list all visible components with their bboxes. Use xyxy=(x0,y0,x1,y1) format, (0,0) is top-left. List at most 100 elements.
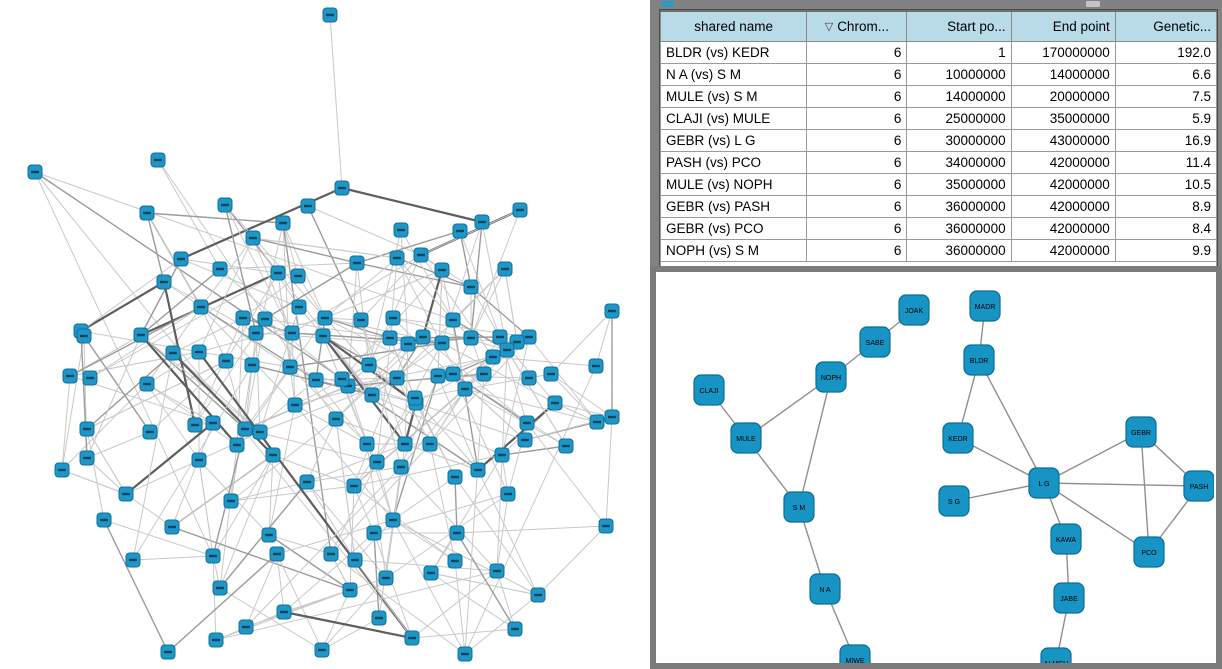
table-cell[interactable]: 25000000 xyxy=(906,107,1012,130)
table-row[interactable]: BLDR (vs) KEDR 6 1 170000000 192.0 xyxy=(659,41,1218,64)
table-cell[interactable]: 6 xyxy=(806,195,908,218)
node-NA[interactable] xyxy=(809,573,841,605)
node-JOAK[interactable] xyxy=(898,294,930,326)
table-cell[interactable]: 6 xyxy=(806,41,908,64)
node-GEBR[interactable] xyxy=(1125,416,1157,448)
node-label-smudge xyxy=(177,257,185,261)
table-cell[interactable]: 6 xyxy=(806,151,908,174)
table-row[interactable]: N A (vs) S M 6 10000000 14000000 6.6 xyxy=(659,63,1218,86)
table-row[interactable]: GEBR (vs) L G 6 30000000 43000000 16.9 xyxy=(659,129,1218,152)
node-KEDR[interactable] xyxy=(942,422,974,454)
table-cell[interactable]: 9.9 xyxy=(1114,239,1218,262)
table-cell[interactable]: 35000000 xyxy=(1010,107,1116,130)
network-edge xyxy=(157,159,337,420)
table-cell[interactable]: 6 xyxy=(806,63,908,86)
edge-LG-PASH[interactable] xyxy=(1043,482,1200,487)
table-cell[interactable]: 14000000 xyxy=(906,85,1012,108)
table-cell[interactable]: 36000000 xyxy=(906,195,1012,218)
node-MADR[interactable] xyxy=(969,290,1001,322)
table-cell[interactable]: 6 xyxy=(806,107,908,130)
table-cell[interactable]: 14000000 xyxy=(1010,63,1116,86)
filter-funnel-icon[interactable]: ▽ xyxy=(824,21,834,33)
table-cell[interactable]: 5.9 xyxy=(1114,107,1218,130)
edge-BLDR-LG[interactable] xyxy=(978,359,1045,484)
table-cell[interactable]: 6 xyxy=(806,173,908,196)
table-cell[interactable]: 6 xyxy=(806,217,908,240)
network-edge xyxy=(251,222,284,366)
table-cell[interactable]: 36000000 xyxy=(906,239,1012,262)
column-header-chrom[interactable]: ▽ Chrom... xyxy=(806,10,908,42)
table-cell[interactable]: 8.9 xyxy=(1114,195,1218,218)
main-network-canvas[interactable] xyxy=(0,0,650,669)
node-JABE[interactable] xyxy=(1053,582,1085,614)
table-cell[interactable]: 42000000 xyxy=(1010,151,1116,174)
column-header-startpo[interactable]: Start po... xyxy=(906,10,1012,42)
table-cell[interactable]: 43000000 xyxy=(1010,129,1116,152)
subnetwork-canvas[interactable]: JOAK MADR SABE BLDR NOPH CLAJI KEDR GEBR MULE L G… xyxy=(656,272,1214,663)
table-cell[interactable]: 192.0 xyxy=(1114,41,1218,64)
table-cell[interactable]: N A (vs) S M xyxy=(659,63,808,86)
node-PASH[interactable] xyxy=(1183,470,1214,502)
table-row[interactable]: GEBR (vs) PASH 6 36000000 42000000 8.9 xyxy=(659,195,1218,218)
table-cell[interactable]: 16.9 xyxy=(1114,129,1218,152)
table-cell[interactable]: 170000000 xyxy=(1010,41,1116,64)
table-row[interactable]: GEBR (vs) PCO 6 36000000 42000000 8.4 xyxy=(659,217,1218,240)
table-cell[interactable]: CLAJI (vs) MULE xyxy=(659,107,808,130)
node-label-smudge xyxy=(261,317,269,321)
table-row[interactable]: MULE (vs) NOPH 6 35000000 42000000 10.5 xyxy=(659,173,1218,196)
table-cell[interactable]: 10000000 xyxy=(906,63,1012,86)
node-NOPH[interactable] xyxy=(815,361,847,393)
node-BLDR[interactable] xyxy=(963,344,995,376)
table-cell[interactable]: 10.5 xyxy=(1114,173,1218,196)
table-cell[interactable]: MULE (vs) NOPH xyxy=(659,173,808,196)
table-cell[interactable]: BLDR (vs) KEDR xyxy=(659,41,808,64)
table-row[interactable]: MULE (vs) S M 6 14000000 20000000 7.5 xyxy=(659,85,1218,108)
table-cell[interactable]: GEBR (vs) L G xyxy=(659,129,808,152)
column-header-genetic[interactable]: Genetic... xyxy=(1114,10,1218,42)
node-SM[interactable] xyxy=(783,491,815,523)
table-row[interactable]: PASH (vs) PCO 6 34000000 42000000 11.4 xyxy=(659,151,1218,174)
table-cell[interactable]: 8.4 xyxy=(1114,217,1218,240)
table-cell[interactable]: 35000000 xyxy=(906,173,1012,196)
table-cell[interactable]: MULE (vs) S M xyxy=(659,85,808,108)
network-edge xyxy=(324,257,398,319)
edge-LG-PCO[interactable] xyxy=(1043,482,1150,553)
edge-NOPH-SM[interactable] xyxy=(798,376,832,508)
table-cell[interactable]: 1 xyxy=(906,41,1012,64)
node-MULE[interactable] xyxy=(730,422,762,454)
table-cell[interactable]: PASH (vs) PCO xyxy=(659,151,808,174)
column-header-endpoint[interactable]: End point xyxy=(1010,10,1116,42)
node-SABE[interactable] xyxy=(859,326,891,358)
edge-GEBR-PCO[interactable] xyxy=(1140,431,1150,553)
table-cell[interactable]: 42000000 xyxy=(1010,217,1116,240)
node-SG[interactable] xyxy=(938,485,970,517)
table-cell[interactable]: NOPH (vs) S M xyxy=(659,239,808,262)
table-cell[interactable]: 36000000 xyxy=(906,217,1012,240)
table-cell[interactable]: 42000000 xyxy=(1010,195,1116,218)
node-PCO[interactable] xyxy=(1133,536,1165,568)
column-header-sharedname[interactable]: shared name xyxy=(659,10,808,42)
table-cell[interactable]: 6 xyxy=(806,239,908,262)
node-MIWE[interactable] xyxy=(839,644,871,663)
table-cell[interactable]: 42000000 xyxy=(1010,173,1116,196)
node-LG[interactable] xyxy=(1028,467,1060,499)
table-cell[interactable]: 6.6 xyxy=(1114,63,1218,86)
network-edge xyxy=(86,360,227,430)
table-cell[interactable]: GEBR (vs) PCO xyxy=(659,217,808,240)
table-cell[interactable]: 6 xyxy=(806,85,908,108)
table-cell[interactable]: 7.5 xyxy=(1114,85,1218,108)
edge-LG-GEBR[interactable] xyxy=(1043,431,1142,484)
node-ALMCH[interactable] xyxy=(1040,647,1072,663)
table-cell[interactable]: 42000000 xyxy=(1010,239,1116,262)
table-cell[interactable]: 11.4 xyxy=(1114,151,1218,174)
network-edge xyxy=(171,526,351,591)
table-row[interactable]: NOPH (vs) S M 6 36000000 42000000 9.9 xyxy=(659,239,1218,262)
table-cell[interactable]: 30000000 xyxy=(906,129,1012,152)
node-KAWA[interactable] xyxy=(1050,523,1082,555)
table-cell[interactable]: 20000000 xyxy=(1010,85,1116,108)
node-CLAJI[interactable] xyxy=(693,374,725,406)
table-cell[interactable]: GEBR (vs) PASH xyxy=(659,195,808,218)
table-row[interactable]: CLAJI (vs) MULE 6 25000000 35000000 5.9 xyxy=(659,107,1218,130)
table-cell[interactable]: 6 xyxy=(806,129,908,152)
table-cell[interactable]: 34000000 xyxy=(906,151,1012,174)
